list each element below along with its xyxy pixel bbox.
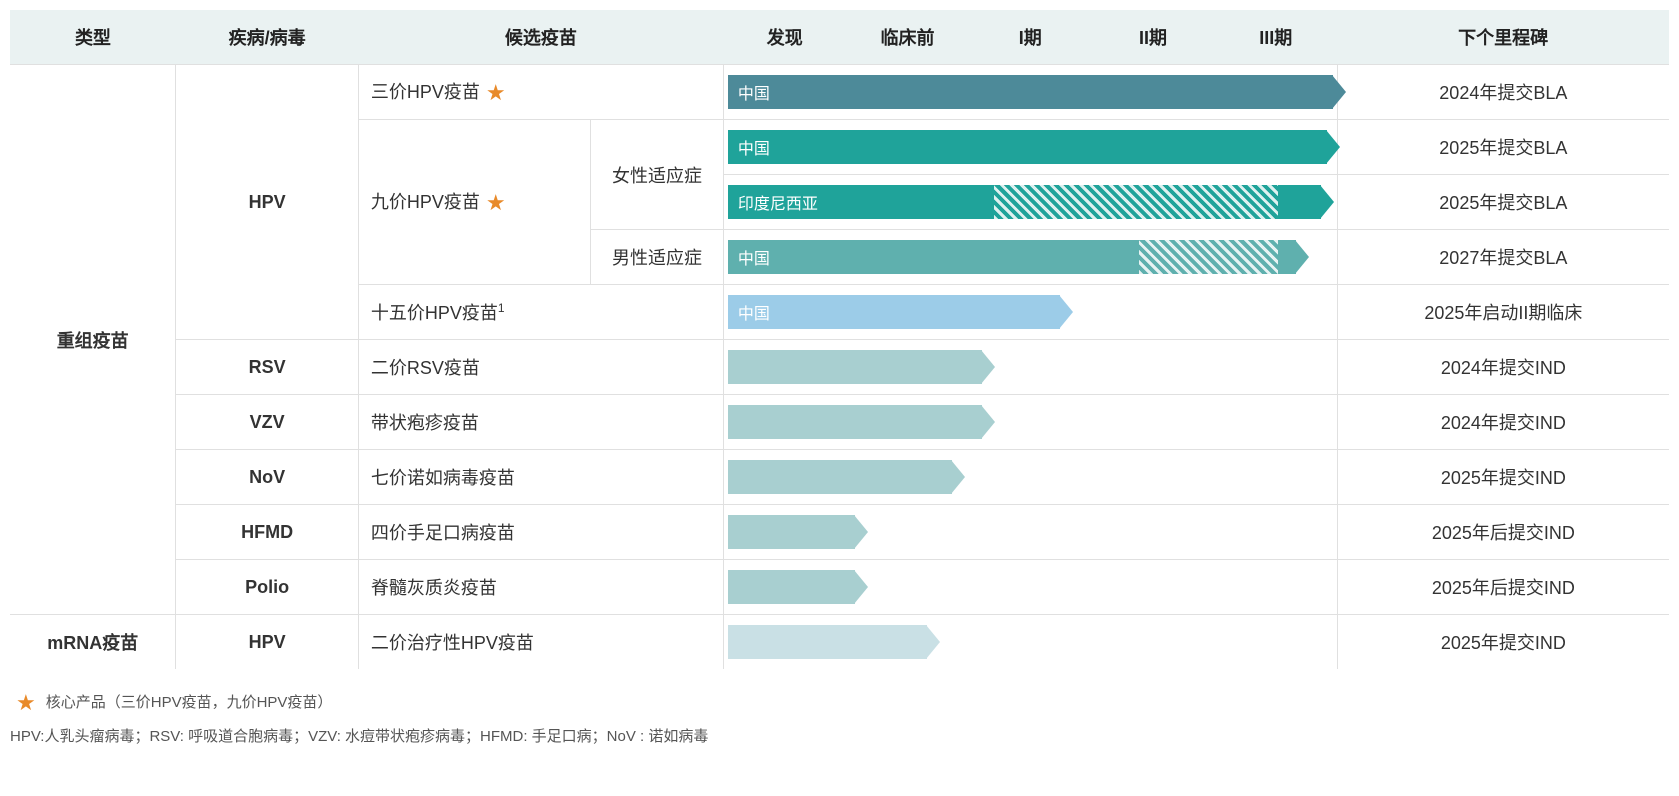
milestone-cell: 2027年提交BLA — [1337, 230, 1669, 285]
bar-solid: 印度尼西亚 — [728, 185, 994, 219]
progress-cell — [723, 505, 1337, 560]
milestone-cell: 2024年提交IND — [1337, 340, 1669, 395]
milestone-cell: 2025年提交BLA — [1337, 175, 1669, 230]
candidate-cell: 二价RSV疫苗 — [358, 340, 723, 395]
header-type: 类型 — [10, 10, 176, 65]
bar-arrow — [854, 515, 868, 549]
milestone-cell: 2025年后提交IND — [1337, 560, 1669, 615]
candidate-cell: 二价治疗性HPV疫苗 — [358, 615, 723, 670]
star-icon: ★ — [16, 683, 36, 723]
glossary: HPV:人乳头瘤病毒；RSV: 呼吸道合胞病毒；VZV: 水痘带状疱疹病毒；HF… — [10, 723, 1669, 750]
pipeline-row: HFMD四价手足口病疫苗 2025年后提交IND — [10, 505, 1669, 560]
footnotes: ★ 核心产品（三价HPV疫苗，九价HPV疫苗） HPV:人乳头瘤病毒；RSV: … — [10, 683, 1669, 750]
bar-solid — [728, 460, 952, 494]
header-phase-4: III期 — [1214, 10, 1337, 65]
star-icon: ★ — [486, 80, 506, 106]
category-cell: 重组疫苗 — [10, 65, 176, 615]
bar-arrow — [981, 405, 995, 439]
progress-cell — [723, 450, 1337, 505]
candidate-cell: 七价诺如病毒疫苗 — [358, 450, 723, 505]
bar-tail — [1278, 185, 1320, 219]
disease-cell: HPV — [176, 615, 358, 670]
bar-solid — [728, 350, 982, 384]
pipeline-row: VZV带状疱疹疫苗 2024年提交IND — [10, 395, 1669, 450]
category-cell: mRNA疫苗 — [10, 615, 176, 670]
progress-cell — [723, 615, 1337, 670]
candidate-cell: 九价HPV疫苗★ — [358, 120, 590, 285]
bar-solid — [728, 515, 855, 549]
pipeline-row: 重组疫苗HPV三价HPV疫苗★中国2024年提交BLA — [10, 65, 1669, 120]
header-phase-2: I期 — [969, 10, 1092, 65]
star-note: 核心产品（三价HPV疫苗，九价HPV疫苗） — [46, 689, 333, 716]
star-icon: ★ — [486, 190, 506, 216]
progress-cell: 印度尼西亚 — [723, 175, 1337, 230]
bar-solid — [728, 405, 982, 439]
header-candidate: 候选疫苗 — [358, 10, 723, 65]
bar-arrow — [854, 570, 868, 604]
indication-cell: 男性适应症 — [591, 230, 724, 285]
candidate-cell: 带状疱疹疫苗 — [358, 395, 723, 450]
disease-cell: Polio — [176, 560, 358, 615]
header-phase-0: 发现 — [723, 10, 846, 65]
progress-cell — [723, 395, 1337, 450]
pipeline-row: Polio脊髓灰质炎疫苗 2025年后提交IND — [10, 560, 1669, 615]
bar-arrow — [1332, 75, 1346, 109]
bar-solid: 中国 — [728, 295, 1061, 329]
bar-arrow — [1295, 240, 1309, 274]
header-phase-3: II期 — [1092, 10, 1215, 65]
candidate-cell: 脊髓灰质炎疫苗 — [358, 560, 723, 615]
progress-cell: 中国 — [723, 65, 1337, 120]
bar-solid: 中国 — [728, 130, 1327, 164]
progress-cell — [723, 560, 1337, 615]
progress-cell: 中国 — [723, 285, 1337, 340]
bar-arrow — [1326, 130, 1340, 164]
disease-cell: VZV — [176, 395, 358, 450]
bar-solid: 中国 — [728, 75, 1333, 109]
disease-cell: RSV — [176, 340, 358, 395]
bar-hatch — [1139, 240, 1278, 274]
bar-arrow — [981, 350, 995, 384]
pipeline-row: NoV七价诺如病毒疫苗 2025年提交IND — [10, 450, 1669, 505]
pipeline-table: 类型疾病/病毒候选疫苗发现临床前I期II期III期下个里程碑 重组疫苗HPV三价… — [10, 10, 1669, 669]
pipeline-row: RSV二价RSV疫苗 2024年提交IND — [10, 340, 1669, 395]
pipeline-row: mRNA疫苗HPV二价治疗性HPV疫苗 2025年提交IND — [10, 615, 1669, 670]
disease-cell: HPV — [176, 65, 358, 340]
bar-arrow — [951, 460, 965, 494]
indication-cell: 女性适应症 — [591, 120, 724, 230]
bar-arrow — [1320, 185, 1334, 219]
bar-arrow — [926, 625, 940, 659]
milestone-cell: 2025年后提交IND — [1337, 505, 1669, 560]
milestone-cell: 2025年提交IND — [1337, 615, 1669, 670]
milestone-cell: 2024年提交IND — [1337, 395, 1669, 450]
bar-solid — [728, 570, 855, 604]
bar-solid: 中国 — [728, 240, 1139, 274]
progress-cell — [723, 340, 1337, 395]
bar-label: 中国 — [738, 245, 770, 269]
bar-label: 印度尼西亚 — [738, 190, 818, 214]
header-milestone: 下个里程碑 — [1337, 10, 1669, 65]
bar-label: 中国 — [738, 135, 770, 159]
progress-cell: 中国 — [723, 230, 1337, 285]
bar-label: 中国 — [738, 300, 770, 324]
disease-cell: NoV — [176, 450, 358, 505]
candidate-cell: 三价HPV疫苗★ — [358, 65, 723, 120]
milestone-cell: 2024年提交BLA — [1337, 65, 1669, 120]
header-phase-1: 临床前 — [846, 10, 969, 65]
candidate-cell: 四价手足口病疫苗 — [358, 505, 723, 560]
bar-label: 中国 — [738, 80, 770, 104]
bar-solid — [728, 625, 928, 659]
bar-hatch — [994, 185, 1278, 219]
disease-cell: HFMD — [176, 505, 358, 560]
milestone-cell: 2025年启动II期临床 — [1337, 285, 1669, 340]
milestone-cell: 2025年提交IND — [1337, 450, 1669, 505]
bar-arrow — [1059, 295, 1073, 329]
candidate-cell: 十五价HPV疫苗1 — [358, 285, 723, 340]
milestone-cell: 2025年提交BLA — [1337, 120, 1669, 175]
header-disease: 疾病/病毒 — [176, 10, 358, 65]
progress-cell: 中国 — [723, 120, 1337, 175]
bar-tail — [1278, 240, 1296, 274]
